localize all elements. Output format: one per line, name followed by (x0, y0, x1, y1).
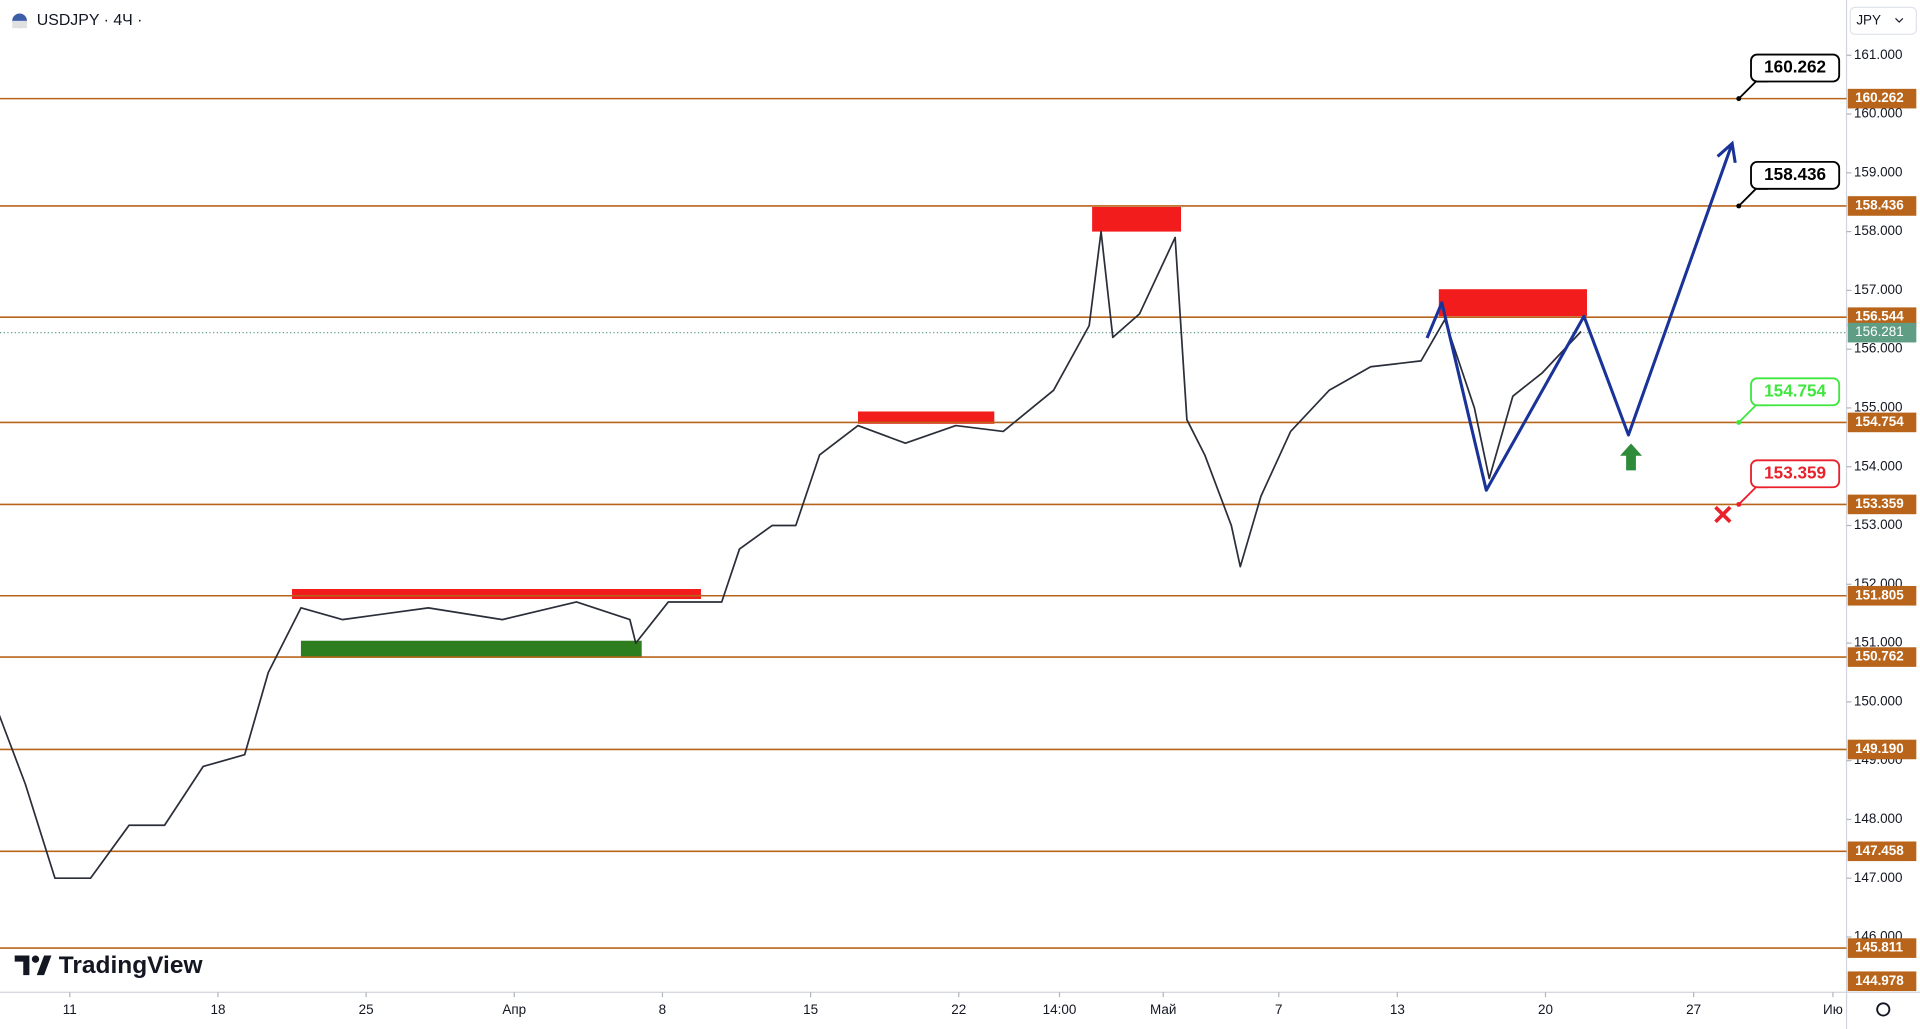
level-tag (1847, 196, 1917, 216)
currency-chevron (1895, 17, 1904, 23)
level-label: 147.458 (1855, 843, 1904, 858)
x-tick-label: 8 (659, 1002, 666, 1017)
level-tag (1847, 971, 1917, 992)
symbol-title[interactable]: USDJPY · 4Ч · (37, 12, 143, 29)
level-tag (1847, 307, 1917, 327)
callout-box (1750, 53, 1841, 83)
level-label: 158.436 (1855, 198, 1904, 213)
y-tick-label: 148.000 (1854, 811, 1903, 826)
projection-arrowhead (1716, 140, 1737, 164)
y-tick-label: 156.000 (1854, 341, 1903, 356)
x-tick-label: 14:00 (1043, 1002, 1077, 1017)
level-tag (1847, 412, 1917, 433)
x-tick-label: 7 (1275, 1002, 1282, 1017)
callout-label: 153.359 (1764, 462, 1826, 482)
last-price-tag (1847, 322, 1917, 343)
x-tick-label: 20 (1538, 1002, 1553, 1017)
level-label: 150.762 (1855, 649, 1904, 664)
x-tick-label: 18 (210, 1002, 225, 1017)
y-tick-label: 151.000 (1854, 635, 1903, 650)
price-line (0, 230, 1582, 880)
x-tick-label: Май (1150, 1002, 1176, 1017)
callout-label: 158.436 (1764, 164, 1826, 184)
level-tag (1847, 739, 1917, 760)
level-label: 144.978 (1855, 973, 1904, 988)
level-tag (1847, 88, 1917, 109)
x-tick-label: 13 (1390, 1002, 1405, 1017)
x-tick-label: 25 (359, 1002, 374, 1017)
y-tick-label: 161.000 (1854, 47, 1903, 62)
zone (1092, 206, 1182, 232)
currency-button[interactable] (1849, 6, 1917, 35)
zone (1438, 289, 1587, 317)
x-tick-label: Апр (502, 1002, 526, 1017)
zone (858, 411, 995, 424)
x-tick-label: 27 (1686, 1002, 1701, 1017)
x-tick-label: 15 (803, 1002, 818, 1017)
settings-button[interactable] (1876, 1002, 1891, 1017)
level-tag (1847, 585, 1917, 606)
symbol-flag (12, 20, 27, 29)
callout-label: 160.262 (1764, 57, 1826, 77)
zone (300, 640, 642, 658)
buy-arrow (1620, 443, 1643, 471)
level-tag (1847, 938, 1917, 958)
level-label: 153.359 (1855, 496, 1904, 511)
level-label: 156.544 (1855, 309, 1904, 324)
level-label: 151.805 (1855, 587, 1904, 602)
level-tag (1847, 841, 1917, 862)
callout-anchor (1736, 96, 1742, 102)
level-label: 160.262 (1855, 90, 1904, 105)
level-label: 145.811 (1855, 940, 1903, 955)
x-tick-label: 11 (63, 1002, 77, 1017)
last-price-label: 156.281 (1855, 324, 1904, 339)
level-label: 154.754 (1855, 414, 1904, 429)
logo (14, 955, 52, 976)
callout-label: 154.754 (1764, 380, 1826, 400)
x-tick-label: Ию (1823, 1002, 1843, 1017)
callout-anchor (1736, 203, 1742, 209)
y-tick-label: 155.000 (1854, 400, 1903, 415)
y-tick-label: 147.000 (1854, 870, 1903, 885)
callout-box (1750, 459, 1841, 489)
y-tick-label: 157.000 (1854, 282, 1903, 297)
brand-name: TradingView (59, 952, 204, 979)
level-label: 149.190 (1855, 741, 1904, 756)
y-tick-label: 150.000 (1854, 693, 1903, 708)
callout-box (1750, 160, 1841, 190)
level-tag (1847, 494, 1917, 515)
projection-line (1425, 142, 1734, 492)
y-tick-label: 158.000 (1854, 223, 1903, 238)
stop-cross (1714, 505, 1732, 524)
y-tick-label: 160.000 (1854, 106, 1903, 121)
y-tick-label: 154.000 (1854, 458, 1903, 473)
currency-label[interactable]: JPY (1856, 12, 1881, 27)
callout-anchor (1736, 419, 1742, 425)
y-tick-label: 153.000 (1854, 517, 1903, 532)
level-tag (1847, 647, 1917, 667)
plot-area (0, 97, 1847, 949)
callout-anchor (1736, 501, 1742, 507)
callout-box (1750, 377, 1841, 407)
y-tick-label: 159.000 (1854, 164, 1903, 179)
zone (292, 589, 701, 599)
x-tick-label: 22 (951, 1002, 966, 1017)
